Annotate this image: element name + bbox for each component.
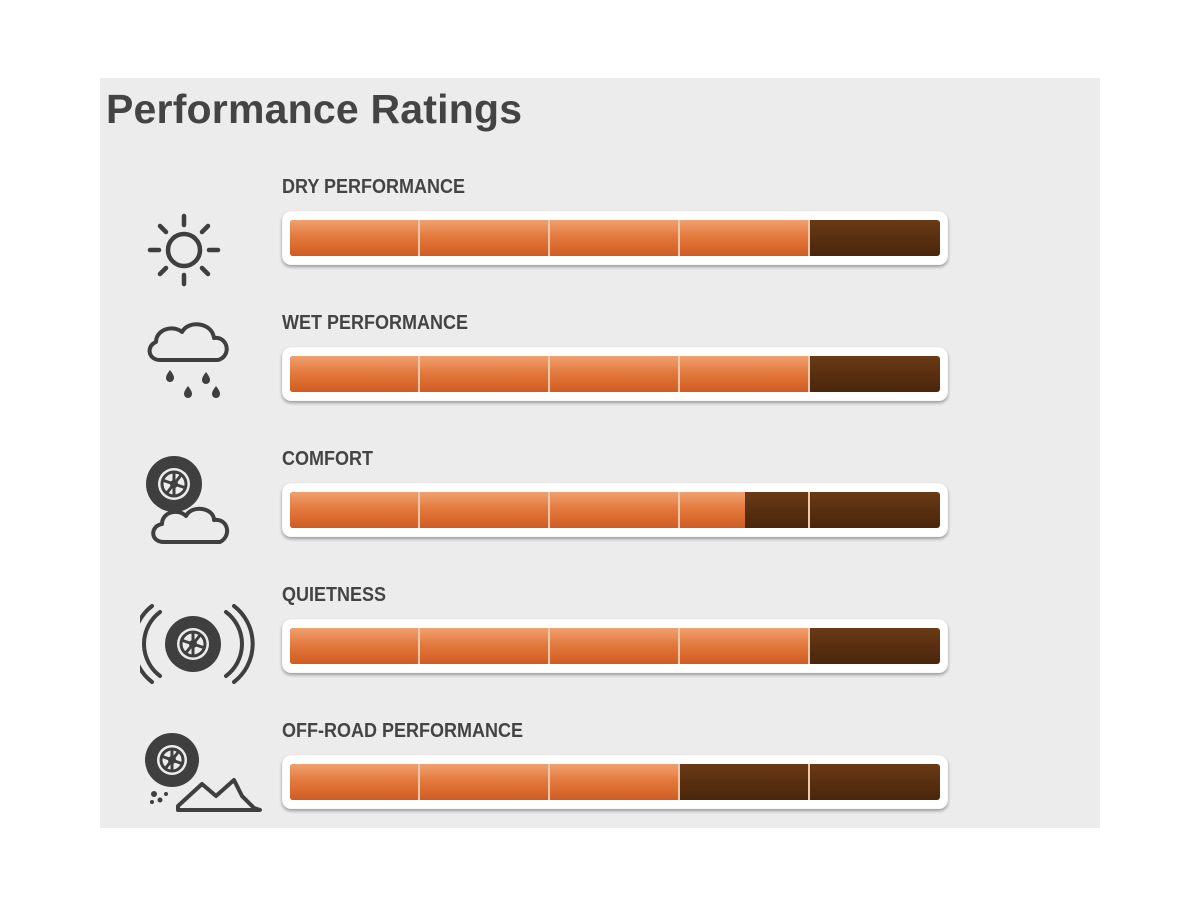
rating-row-comfort: COMFORT [100,448,1100,584]
rating-row-quietness: QUIETNESS [100,584,1100,720]
rating-bar-track [282,755,948,809]
rating-bar [290,356,940,392]
performance-ratings-panel: Performance Ratings DRY PERFORMANCE [100,78,1100,828]
segment-divider [808,492,810,528]
segment-divider [678,356,680,392]
rating-row-dry: DRY PERFORMANCE [100,176,1100,312]
rating-bar [290,492,940,528]
segment-divider [808,628,810,664]
rating-label: COMFORT [282,448,373,470]
segment-divider [678,628,680,664]
rating-bar-fill [290,356,810,392]
segment-divider [808,356,810,392]
segment-divider [418,764,420,800]
rating-bar-track [282,347,948,401]
rating-bar-track [282,211,948,265]
segment-divider [678,764,680,800]
rating-bar-fill [290,764,680,800]
segment-divider [418,492,420,528]
rating-bar-fill [290,628,810,664]
segment-divider [678,220,680,256]
rating-bar-fill [290,220,810,256]
tire-cloud-icon [140,450,266,550]
segment-divider [548,628,550,664]
rating-bar-track [282,483,948,537]
rating-label: QUIETNESS [282,584,387,606]
sun-icon [140,194,266,294]
rating-bar [290,628,940,664]
page-title: Performance Ratings [106,86,523,132]
rating-label: WET PERFORMANCE [282,312,469,334]
segment-divider [548,220,550,256]
rating-bar [290,764,940,800]
rating-bar-track [282,619,948,673]
rating-bar-fill [290,492,745,528]
rating-label: DRY PERFORMANCE [282,176,466,198]
tire-mountain-icon [140,722,266,822]
segment-divider [548,356,550,392]
segment-divider [418,220,420,256]
segment-divider [678,492,680,528]
segment-divider [548,764,550,800]
rating-row-off-road: OFF-ROAD PERFORMANCE [100,720,1100,856]
segment-divider [548,492,550,528]
tire-sound-waves-icon [140,590,266,690]
segment-divider [808,764,810,800]
rating-row-wet: WET PERFORMANCE [100,312,1100,448]
segment-divider [808,220,810,256]
rating-bar [290,220,940,256]
segment-divider [418,628,420,664]
rating-label: OFF-ROAD PERFORMANCE [282,720,523,742]
segment-divider [418,356,420,392]
rain-cloud-icon [140,316,266,416]
